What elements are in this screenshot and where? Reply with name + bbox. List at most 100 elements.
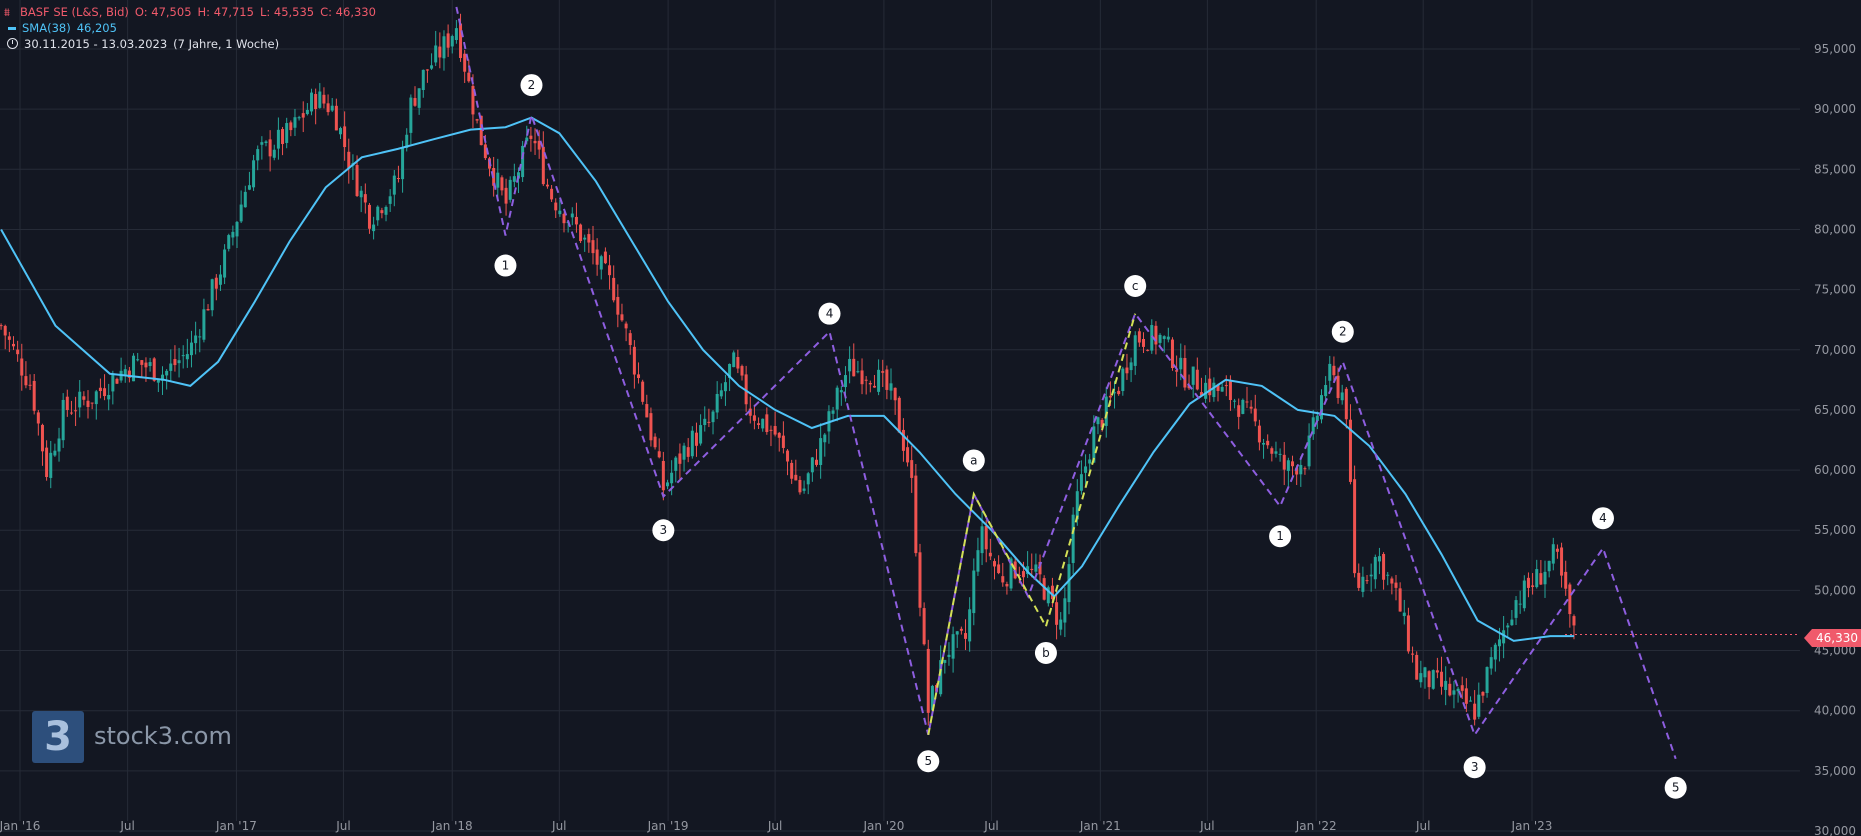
- wave-label-circle: [520, 74, 543, 97]
- candle-body: [719, 390, 723, 397]
- candle-body: [1324, 384, 1328, 397]
- candle-body: [74, 410, 78, 412]
- candle-body: [318, 91, 322, 108]
- candle-body: [94, 391, 98, 405]
- candle-body: [1419, 673, 1423, 683]
- candle-body: [11, 343, 15, 347]
- candle-body: [914, 475, 918, 554]
- candle-body: [1406, 615, 1410, 652]
- candle-body: [161, 374, 165, 381]
- candle-body: [959, 628, 963, 631]
- candle-body: [1179, 357, 1183, 370]
- date-range[interactable]: 30.11.2015 - 13.03.2023 (7 Jahre, 1 Woche…: [4, 37, 285, 51]
- candle-body: [45, 447, 49, 477]
- candle-body: [1088, 459, 1092, 464]
- symbol-name[interactable]: BASF SE (L&S, Bid): [20, 5, 129, 19]
- candle-body: [1340, 392, 1344, 401]
- candle-body: [243, 191, 247, 208]
- candle-body: [736, 357, 740, 369]
- candle-body: [1295, 467, 1299, 475]
- candle-body: [819, 438, 823, 466]
- candlestick-icon: ⩩: [4, 6, 10, 19]
- candle-body: [574, 216, 578, 225]
- candle-body: [1332, 365, 1336, 376]
- close-value: C: 46,330: [320, 5, 376, 19]
- candle-body: [1357, 572, 1361, 588]
- candle-body: [1220, 386, 1224, 392]
- candle-body: [252, 160, 256, 188]
- x-tick-label: Jan '18: [431, 819, 473, 833]
- candle-body: [1282, 454, 1286, 470]
- candle-body: [1212, 382, 1216, 398]
- candle-body: [906, 447, 910, 463]
- candle-body: [210, 279, 214, 311]
- candle-body: [761, 418, 765, 429]
- candle-body: [1464, 688, 1468, 704]
- wave-label: 1: [502, 259, 510, 273]
- candle-body: [338, 128, 342, 135]
- candle-body: [645, 404, 649, 418]
- candle-body: [1050, 585, 1054, 600]
- sma-legend[interactable]: SMA(38) 46,205: [4, 21, 123, 35]
- candle-body: [1506, 625, 1510, 628]
- candle-body: [1042, 578, 1046, 600]
- candle-body: [86, 400, 90, 407]
- candle-body: [1270, 448, 1274, 454]
- candle-body: [239, 204, 243, 222]
- wave-label: 5: [924, 754, 932, 768]
- candle-body: [616, 296, 620, 315]
- candle-body: [165, 370, 169, 376]
- x-tick-label: Jan '23: [1511, 819, 1553, 833]
- candle-body: [860, 370, 864, 385]
- candle-body: [330, 105, 334, 111]
- candle-body: [1551, 544, 1555, 564]
- candle-body: [1456, 688, 1460, 692]
- candle-body: [1253, 408, 1257, 422]
- x-tick-label: Jul: [119, 819, 134, 833]
- candle-body: [997, 564, 1001, 574]
- candle-body: [496, 172, 500, 188]
- candle-body: [1117, 390, 1121, 395]
- candle-body: [926, 648, 930, 713]
- candle-body: [678, 453, 682, 464]
- candle-body: [1477, 694, 1481, 717]
- candle-body: [955, 631, 959, 635]
- candle-body: [715, 394, 719, 413]
- candle-body: [438, 46, 442, 58]
- candle-body: [1315, 415, 1319, 421]
- open-value: O: 47,505: [134, 5, 192, 19]
- candle-body: [728, 363, 732, 378]
- candle-body: [1237, 405, 1241, 417]
- candle-body: [127, 370, 131, 378]
- candle-body: [620, 314, 624, 321]
- candle-body: [773, 426, 777, 435]
- candle-body: [223, 249, 227, 278]
- candle-body: [1291, 461, 1295, 467]
- candle-body: [1336, 375, 1340, 398]
- candle-body: [173, 359, 177, 366]
- candle-body: [1572, 616, 1576, 626]
- clock-icon: [7, 38, 18, 49]
- candle-body: [1303, 468, 1307, 470]
- candle-body: [868, 382, 872, 385]
- candle-body: [231, 231, 235, 238]
- candle-body: [637, 374, 641, 379]
- candle-body: [980, 526, 984, 554]
- candle-body: [388, 196, 392, 204]
- candle-body: [1531, 585, 1535, 587]
- candle-body: [185, 354, 189, 360]
- y-tick-label: 95,000: [1814, 42, 1856, 56]
- candle-body: [823, 434, 827, 443]
- candle-body: [984, 525, 988, 550]
- wave-label: 1: [1276, 529, 1284, 543]
- candle-body: [1481, 691, 1485, 696]
- candle-body: [1278, 453, 1282, 455]
- candle-body: [401, 147, 405, 180]
- candle-body: [1510, 619, 1514, 626]
- candle-body: [1411, 653, 1415, 655]
- candle-body: [1560, 547, 1564, 576]
- candle-body: [82, 396, 86, 400]
- wave-label-circle: [962, 449, 985, 472]
